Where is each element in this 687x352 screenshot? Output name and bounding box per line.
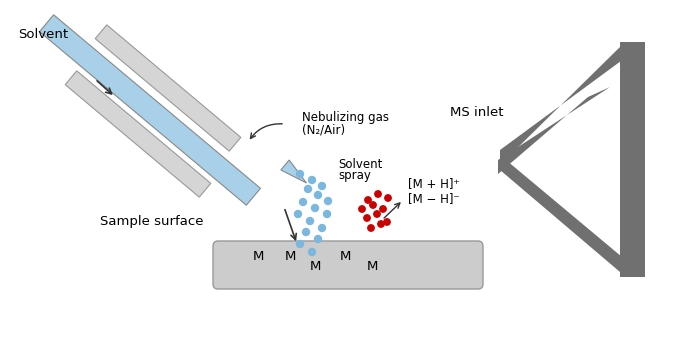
Circle shape bbox=[308, 249, 315, 256]
Circle shape bbox=[374, 211, 380, 217]
Circle shape bbox=[324, 210, 330, 218]
Circle shape bbox=[297, 240, 304, 247]
Polygon shape bbox=[95, 25, 241, 151]
Circle shape bbox=[364, 215, 370, 221]
Circle shape bbox=[315, 235, 322, 243]
Circle shape bbox=[308, 176, 315, 183]
Circle shape bbox=[297, 170, 304, 177]
Text: M: M bbox=[252, 250, 264, 263]
Circle shape bbox=[319, 225, 326, 232]
Circle shape bbox=[311, 205, 319, 212]
Circle shape bbox=[359, 206, 365, 212]
Circle shape bbox=[324, 197, 332, 205]
Text: [M + H]⁺: [M + H]⁺ bbox=[408, 177, 460, 190]
Polygon shape bbox=[500, 47, 640, 165]
Polygon shape bbox=[65, 71, 211, 197]
Circle shape bbox=[295, 210, 302, 218]
Circle shape bbox=[319, 182, 326, 189]
Text: M: M bbox=[339, 250, 350, 263]
Circle shape bbox=[304, 186, 311, 193]
Circle shape bbox=[365, 197, 371, 203]
Text: (N₂/Air): (N₂/Air) bbox=[302, 124, 345, 137]
Polygon shape bbox=[40, 15, 260, 205]
FancyBboxPatch shape bbox=[213, 241, 483, 289]
Polygon shape bbox=[281, 160, 306, 183]
Circle shape bbox=[385, 195, 391, 201]
Circle shape bbox=[315, 191, 322, 199]
Circle shape bbox=[302, 228, 310, 235]
Polygon shape bbox=[620, 42, 645, 277]
Circle shape bbox=[306, 218, 313, 225]
Circle shape bbox=[368, 225, 374, 231]
Text: Solvent: Solvent bbox=[18, 27, 68, 40]
Text: M: M bbox=[366, 259, 378, 272]
Text: MS inlet: MS inlet bbox=[450, 106, 504, 119]
Text: Nebulizing gas: Nebulizing gas bbox=[302, 112, 389, 125]
Circle shape bbox=[300, 199, 306, 206]
Text: Sample surface: Sample surface bbox=[100, 215, 203, 228]
Polygon shape bbox=[498, 87, 610, 174]
Text: spray: spray bbox=[338, 170, 371, 182]
Circle shape bbox=[370, 202, 376, 208]
Text: Solvent: Solvent bbox=[338, 157, 383, 170]
Polygon shape bbox=[500, 155, 640, 272]
Circle shape bbox=[378, 221, 384, 227]
Circle shape bbox=[384, 219, 390, 225]
Text: [M − H]⁻: [M − H]⁻ bbox=[408, 193, 460, 206]
Text: M: M bbox=[284, 250, 295, 263]
Circle shape bbox=[375, 191, 381, 197]
Circle shape bbox=[380, 206, 386, 212]
Text: M: M bbox=[309, 259, 321, 272]
